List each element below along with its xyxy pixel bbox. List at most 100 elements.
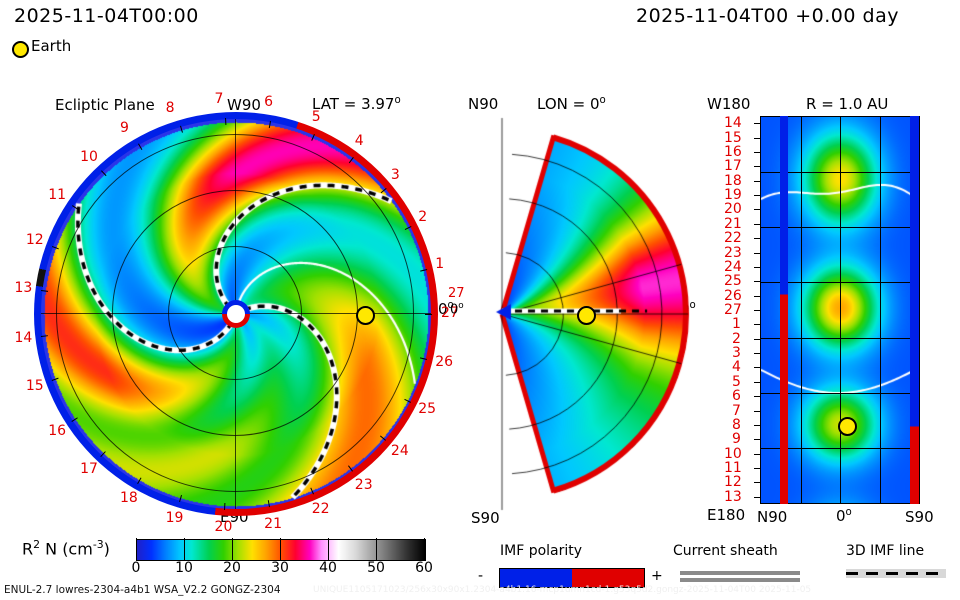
panel3-y-tick bbox=[754, 151, 760, 153]
legend-sheath-bar-top bbox=[680, 571, 800, 575]
polarity-strip-left bbox=[780, 116, 788, 504]
polarity-strip-right bbox=[910, 116, 919, 504]
panel3-y-label: 24 bbox=[724, 258, 742, 275]
sun-core-icon bbox=[227, 305, 245, 323]
panel1-ring-label: 7 bbox=[214, 91, 224, 108]
panel3-y-tick bbox=[754, 424, 760, 426]
panel3-y-tick bbox=[754, 367, 760, 369]
panel1-ring-label: 27 bbox=[441, 305, 459, 321]
panel1-ring-label: 13 bbox=[14, 280, 33, 297]
panel3-y-tick bbox=[754, 410, 760, 412]
panel3-y-label: 22 bbox=[724, 230, 742, 247]
panel3-gridline-v bbox=[800, 117, 802, 503]
panel3-y-label: 12 bbox=[724, 474, 742, 491]
panel3-y-label: 10 bbox=[724, 445, 742, 462]
panel3-y-label: 25 bbox=[724, 273, 742, 290]
panel1-ring-label: 19 bbox=[165, 510, 184, 526]
panel3-y-tick bbox=[754, 353, 760, 355]
panel1-ring-label: 22 bbox=[311, 501, 330, 518]
panel3-y-label: 7 bbox=[732, 402, 741, 419]
forecast-label: 2025-11-04T00 +0.00 day bbox=[636, 5, 899, 27]
colorbar-tick-label: 40 bbox=[319, 560, 337, 576]
legend-polarity-title: IMF polarity bbox=[500, 543, 583, 559]
panel1-ring-label: 15 bbox=[25, 378, 44, 395]
panel1-ring-label: 14 bbox=[14, 329, 33, 346]
panel3-y-tick bbox=[754, 468, 760, 470]
panel3-y-tick bbox=[754, 180, 760, 182]
panel3-y-label: 9 bbox=[732, 431, 741, 448]
panel3-y-label: 27 bbox=[724, 302, 742, 318]
panel3-y-tick bbox=[754, 324, 760, 326]
panel2-top-label: N90 bbox=[468, 95, 499, 113]
earth-position-marker bbox=[356, 306, 375, 325]
legend-polarity-swatch bbox=[499, 568, 645, 588]
colorbar-tick-label: 10 bbox=[175, 560, 193, 576]
panel3-y-tick bbox=[754, 266, 760, 268]
panel3-y-label: 13 bbox=[724, 488, 742, 505]
panel3-y-label: 15 bbox=[724, 129, 742, 146]
panel1-lat-label: LAT = 3.97o bbox=[312, 95, 401, 113]
panel3-y-label: 6 bbox=[732, 388, 741, 405]
panel1-ring-tick bbox=[224, 118, 226, 126]
panel1-ring-label: 6 bbox=[264, 94, 274, 111]
panel3-y-tick bbox=[754, 123, 760, 125]
panel3-y-tick bbox=[754, 381, 760, 383]
panel3-y-tick bbox=[754, 223, 760, 225]
panel3-y-tick bbox=[754, 137, 760, 139]
colorbar-tick-label: 20 bbox=[223, 560, 241, 576]
panel1-ring-label: 21 bbox=[264, 515, 282, 532]
panel1-ring-label: 5 bbox=[311, 108, 321, 125]
panel3-y-label: 3 bbox=[732, 345, 741, 362]
colorbar-label: R2 N (cm-3) bbox=[22, 538, 110, 559]
colorbar-tick bbox=[424, 538, 425, 560]
panel2-title: LON = 0o bbox=[537, 95, 606, 113]
radius-map-panel[interactable] bbox=[760, 116, 920, 504]
earth-marker-icon bbox=[12, 41, 29, 58]
panel1-ring-label: 9 bbox=[120, 119, 129, 136]
panel1-ring-label: 20 bbox=[214, 518, 233, 535]
panel1-ring-label: 12 bbox=[25, 231, 44, 248]
panel3-y-label: 17 bbox=[724, 158, 742, 175]
panel3-y-tick bbox=[754, 238, 760, 240]
earth-position-marker-meridional bbox=[577, 306, 596, 325]
panel3-y-tick bbox=[754, 482, 760, 484]
colorbar-tick-label: 30 bbox=[271, 560, 289, 576]
panel1-ring-label: 1 bbox=[435, 255, 445, 272]
panel3-y-tick bbox=[754, 281, 760, 283]
panel3-gridline-h bbox=[761, 447, 919, 449]
panel3-gridline-h bbox=[761, 282, 919, 284]
panel3-y-tick bbox=[754, 453, 760, 455]
panel1-top-label: W90 bbox=[227, 96, 261, 114]
panel1-ring-label: 18 bbox=[120, 490, 138, 507]
colorbar-tick bbox=[328, 538, 329, 560]
panel3-y-label: 11 bbox=[724, 460, 742, 477]
footer-left-text: ENUL-2.7 lowres-2304-a4b1 WSA_V2.2 GONGZ… bbox=[4, 584, 281, 596]
panel1-ring-label: 8 bbox=[165, 99, 175, 116]
panel3-y-label: 8 bbox=[732, 416, 741, 433]
panel3-y-tick bbox=[754, 310, 760, 311]
panel3-y-label: 19 bbox=[724, 187, 742, 204]
panel1-title: Ecliptic Plane bbox=[55, 96, 155, 114]
earth-legend-label: Earth bbox=[31, 37, 72, 55]
panel1-lat-degree: o bbox=[394, 95, 401, 106]
panel3-y-label: 2 bbox=[732, 330, 741, 347]
timestamp-label: 2025-11-04T00:00 bbox=[14, 5, 199, 27]
panel3-y-label: 14 bbox=[724, 115, 742, 132]
meridional-plane-panel[interactable] bbox=[462, 112, 694, 516]
panel3-y-tick bbox=[754, 252, 760, 254]
panel2-left-label2: 0o bbox=[450, 301, 464, 318]
panel3-gridline-h bbox=[761, 392, 919, 394]
ecliptic-plane-panel[interactable] bbox=[34, 112, 438, 516]
colorbar-tick-label: 60 bbox=[415, 560, 433, 576]
colorbar-ticks: 0 10 20 30 40 50 60 bbox=[132, 538, 433, 579]
panel1-right-label: 0o bbox=[438, 300, 454, 318]
panel2-left-label: 27 bbox=[448, 286, 465, 301]
panel3-y-label: 4 bbox=[732, 359, 741, 376]
colorbar-tick bbox=[376, 538, 377, 560]
panel3-y-label: 26 bbox=[724, 287, 742, 304]
panel1-ring-label: 16 bbox=[48, 422, 67, 439]
panel3-y-label: 21 bbox=[724, 215, 742, 232]
legend-polarity-plus: + bbox=[651, 568, 663, 584]
panel3-y-tick bbox=[754, 295, 760, 297]
legend-imf-dash-icon bbox=[846, 572, 946, 575]
